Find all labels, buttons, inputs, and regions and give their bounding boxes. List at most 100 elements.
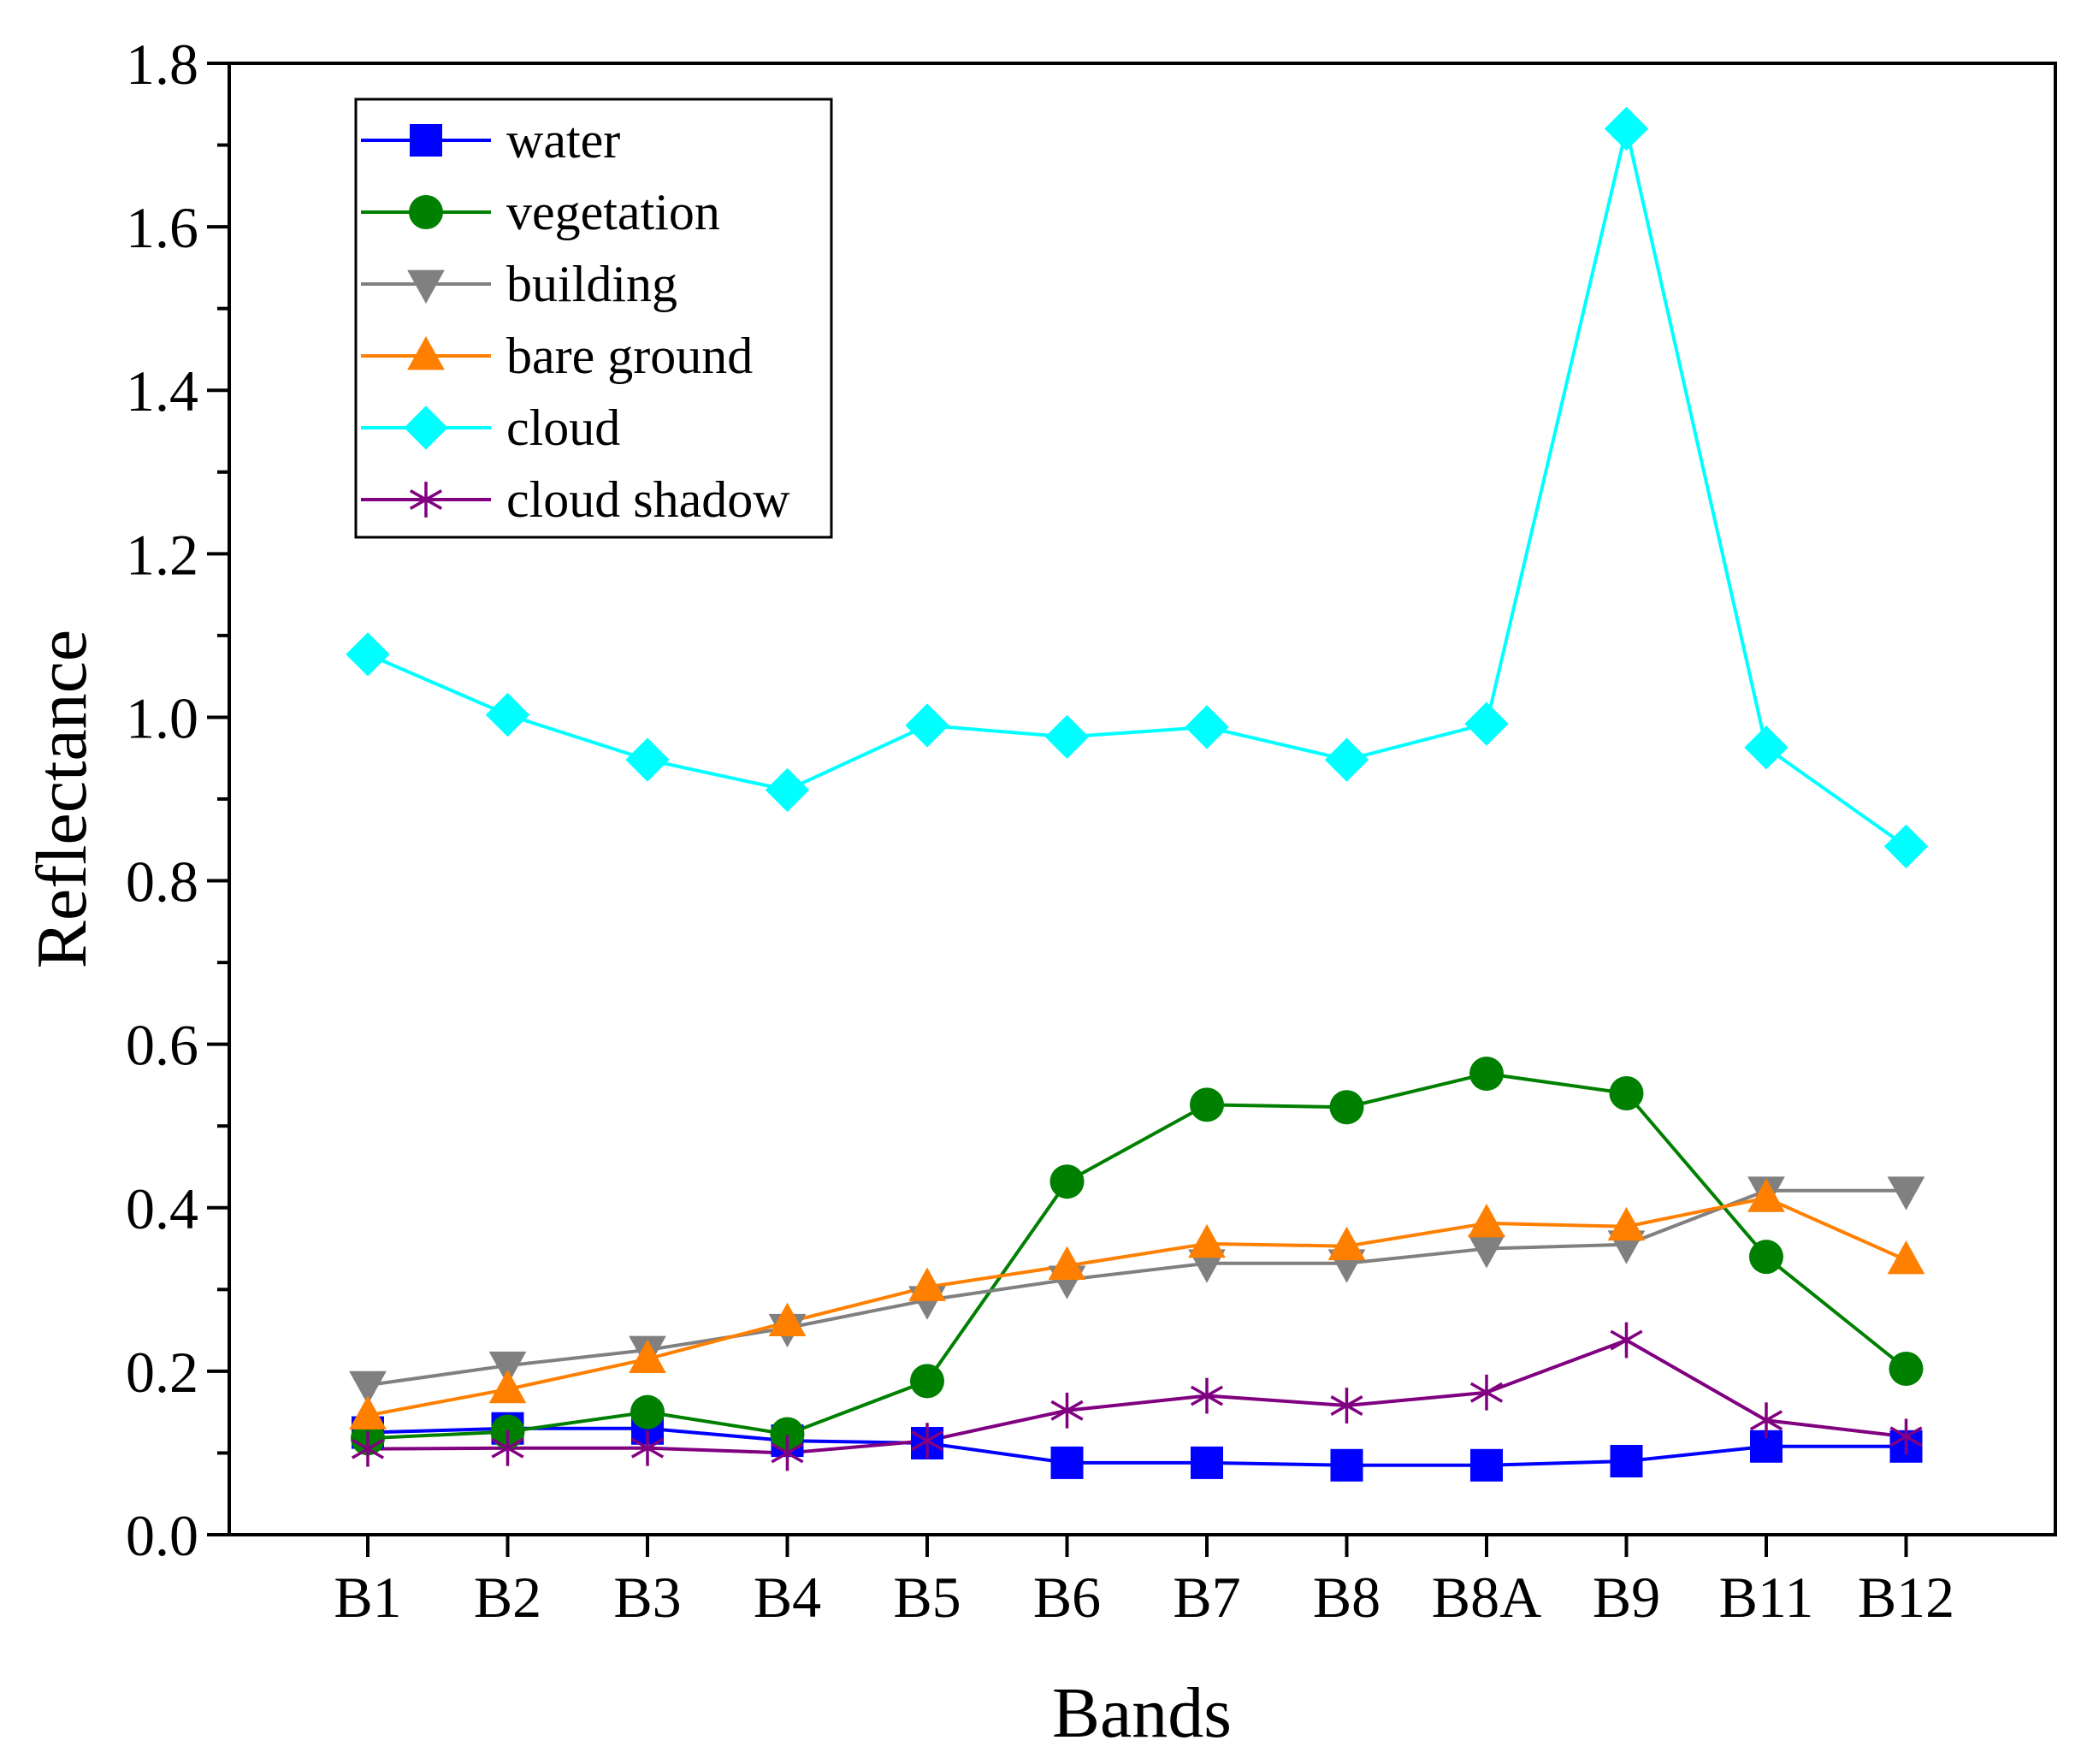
data-point-stroke [1330, 1395, 1363, 1416]
data-point [488, 1351, 527, 1386]
y-tick-label: 0.4 [126, 1176, 198, 1241]
data-point [1470, 1448, 1503, 1482]
data-point [770, 1417, 805, 1452]
y-tick-label: 1.6 [126, 195, 198, 260]
legend-label: building [506, 256, 677, 312]
data-point [1749, 1240, 1783, 1275]
x-tick-label: B11 [1719, 1565, 1814, 1630]
data-point [629, 1339, 666, 1373]
data-point [768, 1302, 807, 1336]
data-point [1050, 1392, 1084, 1429]
data-point [491, 1430, 524, 1466]
axes: 0.0 0.2 0.4 0.6 0.8 1.0 1.2 1.4 1.6 1.8 B1 B2 B3 B4 B5… [126, 32, 1954, 1630]
series-markers-group [346, 106, 1929, 869]
y-axis-title: Reflectance [22, 630, 102, 968]
data-point [1604, 106, 1649, 151]
data-point [1607, 1206, 1646, 1241]
data-point [1747, 1178, 1785, 1212]
data-point [1190, 1087, 1224, 1122]
legend: water vegetation building bare ground cloud c… [354, 98, 833, 539]
data-point [1048, 1246, 1086, 1281]
data-point [1329, 1090, 1364, 1125]
data-point [1468, 1234, 1505, 1269]
data-point [771, 1435, 804, 1471]
data-point-stroke [1050, 1400, 1084, 1421]
series-lines [367, 127, 1907, 1467]
data-point [488, 1369, 527, 1404]
y-tick-label: 0.6 [126, 1013, 198, 1078]
legend-label: bare ground [506, 328, 753, 384]
data-point [404, 405, 448, 450]
data-point [1050, 1446, 1084, 1479]
y-tick-label: 1.2 [126, 522, 198, 587]
data-point [409, 195, 443, 229]
data-point [1327, 1226, 1366, 1261]
x-tick-label: B9 [1593, 1565, 1660, 1630]
data-point [1185, 705, 1229, 749]
data-point [910, 1423, 944, 1459]
data-point [630, 1430, 665, 1466]
data-point [346, 632, 390, 677]
data-point [1883, 824, 1929, 869]
legend-label: cloud shadow [506, 471, 790, 528]
data-point-stroke [771, 1442, 804, 1464]
data-point [1887, 1240, 1925, 1275]
data-point [1330, 1448, 1363, 1482]
data-point [765, 767, 810, 813]
y-tick-label: 0.8 [126, 849, 198, 915]
data-point [1889, 1418, 1923, 1455]
x-tick-label: B4 [754, 1565, 821, 1630]
data-point [910, 1364, 944, 1399]
x-tick-label: B8A [1432, 1565, 1541, 1630]
data-point-stroke [1749, 1410, 1783, 1431]
data-point-stroke [1889, 1426, 1923, 1447]
legend-box [354, 98, 833, 539]
x-tick-label: B12 [1858, 1565, 1954, 1630]
data-point [1744, 725, 1788, 770]
x-tick-label: B6 [1033, 1565, 1101, 1630]
data-point [485, 692, 530, 737]
series-markers-group [351, 1322, 1923, 1471]
data-point [349, 1395, 387, 1430]
data-point [1610, 1445, 1643, 1477]
data-point [1889, 1352, 1924, 1387]
y-tick-label: 1.4 [126, 358, 198, 423]
data-point [1191, 1446, 1223, 1479]
data-point [409, 482, 443, 518]
data-point [1324, 737, 1369, 782]
y-tick-label: 0.2 [126, 1340, 198, 1405]
series-markers-group [349, 1176, 1925, 1406]
series-line [367, 1338, 1907, 1455]
data-point-stroke [910, 1430, 944, 1452]
series-line [367, 1196, 1907, 1418]
x-tick-label: B3 [613, 1565, 681, 1630]
series-line [367, 1072, 1907, 1441]
data-point-stroke [1610, 1329, 1643, 1351]
data-point [1468, 1203, 1505, 1238]
data-point [1464, 701, 1509, 746]
data-point [1190, 1377, 1224, 1414]
series-line [367, 127, 1907, 849]
data-point [1469, 1374, 1504, 1411]
data-point [905, 703, 949, 748]
data-point [407, 336, 445, 370]
data-point-stroke [1190, 1385, 1224, 1406]
series-markers [346, 106, 1929, 1482]
y-tick-label: 1.8 [126, 32, 198, 97]
data-point [625, 737, 670, 782]
x-axis-title: Bands [1052, 1673, 1232, 1753]
data-point-stroke [409, 489, 443, 510]
data-point [1887, 1176, 1925, 1211]
data-point [349, 1370, 387, 1406]
data-point [1749, 1402, 1783, 1439]
data-point [407, 269, 445, 304]
x-tick-label: B8 [1313, 1565, 1380, 1630]
x-tick-label: B5 [893, 1565, 961, 1630]
legend-label: water [506, 112, 620, 169]
data-point-stroke [491, 1437, 524, 1459]
data-point [1609, 1076, 1644, 1110]
data-point [1469, 1057, 1504, 1092]
series-markers-group [349, 1178, 1925, 1430]
data-point [908, 1267, 946, 1301]
